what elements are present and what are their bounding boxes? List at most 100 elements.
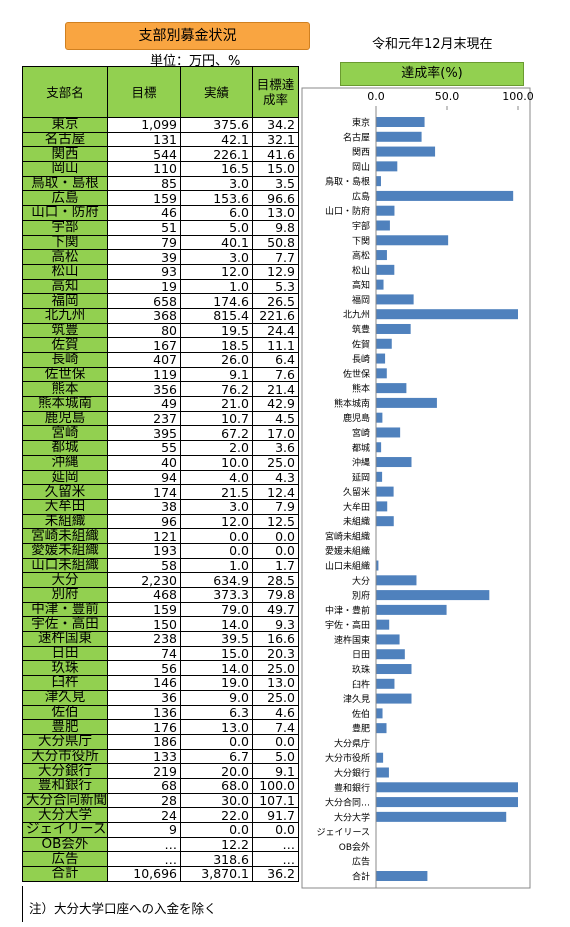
category-label: 大牟田 (343, 501, 370, 513)
row: 豊肥 176 13.0 7.4 (22, 719, 299, 735)
cell: 19 (107, 278, 181, 295)
cell: 34.2 (252, 117, 299, 133)
category-label: 佐伯 (352, 708, 370, 720)
category-label: 筑豊 (352, 323, 370, 335)
branch-name: OB会外 (22, 836, 108, 853)
category-label: 速杵国東 (334, 634, 370, 646)
cell: 26.0 (180, 352, 253, 368)
branch-name: 高松 (22, 249, 108, 265)
bar (376, 338, 392, 349)
branch-name: 鳥取・島根 (22, 175, 108, 192)
branch-name: 都城 (22, 440, 108, 456)
cell: 176 (107, 719, 181, 735)
cell: 12.0 (180, 513, 253, 530)
cell: 373.3 (180, 587, 253, 603)
category-label: 高知 (352, 279, 370, 291)
cell: 186 (107, 733, 181, 750)
cell: 11.1 (252, 337, 299, 353)
cell: 26.5 (252, 293, 299, 309)
cell: 36.2 (252, 866, 299, 882)
bar (376, 161, 398, 172)
cell: 68.0 (180, 777, 253, 794)
row: 豊和銀行 68 68.0 100.0 (22, 777, 299, 794)
cell: 4.5 (252, 410, 299, 427)
row: 大分市役所 133 6.7 5.0 (22, 748, 299, 765)
bar (376, 146, 436, 157)
category-label: 日田 (352, 650, 370, 661)
bar (376, 708, 383, 719)
branch-name: 北九州 (22, 307, 108, 324)
row: 佐世保 119 9.1 7.6 (22, 366, 299, 383)
category-label: 東京 (352, 117, 370, 129)
cell: 6.4 (252, 352, 299, 368)
category-label: 関西 (352, 147, 370, 158)
category-label: 下関 (352, 236, 370, 247)
bar (376, 871, 428, 881)
row: 高松 39 3.0 7.7 (22, 249, 299, 265)
x-tick-label: 50.0 (435, 90, 460, 103)
bar (376, 323, 411, 334)
category-label: 山口未組織 (325, 560, 370, 572)
chart-frame (301, 87, 531, 889)
bar (376, 457, 412, 468)
category-label: 宇佐・高田 (325, 619, 370, 631)
cell: 12.0 (180, 263, 253, 280)
category-label: 久留米 (343, 486, 370, 498)
cell: 39 (107, 249, 181, 265)
bar (376, 264, 395, 275)
cell: 226.1 (180, 146, 253, 163)
cell: 25.0 (252, 454, 299, 471)
cell: 13.0 (252, 675, 299, 691)
cell: 12.5 (252, 513, 299, 530)
branch-name: 佐伯 (22, 704, 108, 721)
cell: 100.0 (252, 777, 299, 794)
date: 令和元年12月末現在 (372, 37, 493, 52)
category-label: 宮崎 (352, 427, 370, 439)
category-label: 大分銀行 (334, 767, 370, 779)
cell: 12.9 (252, 263, 299, 280)
cell: 50.8 (252, 234, 299, 251)
cell: 10.7 (180, 410, 253, 427)
bar (376, 309, 518, 320)
row: 延岡 94 4.0 4.3 (22, 469, 299, 486)
cell: 356 (107, 381, 181, 398)
branch-name: 熊本 (22, 381, 108, 398)
bar (376, 117, 425, 127)
cell: 85 (107, 175, 181, 192)
row: 佐賀 167 18.5 11.1 (22, 337, 299, 353)
category-label: 津久見 (343, 693, 370, 705)
row: 宇部 51 5.0 9.8 (22, 219, 299, 236)
branch-name: ジェイリース (22, 822, 108, 838)
category-label: 福岡 (352, 294, 370, 306)
cell: 107.1 (252, 792, 299, 809)
title: 支部別募金状況 (138, 28, 237, 44)
bar (376, 205, 395, 216)
column-header: 支部名 (22, 66, 108, 118)
bar (376, 811, 507, 822)
cell: 2.0 (180, 440, 253, 456)
cell: 153.6 (180, 190, 253, 207)
category-label: 鹿児島 (343, 412, 370, 424)
category-label: 長崎 (352, 353, 370, 365)
branch-name: 佐賀 (22, 337, 108, 353)
category-label: 鳥取・島根 (325, 176, 370, 188)
row: 都城 55 2.0 3.6 (22, 440, 299, 456)
category-label: 熊本 (352, 383, 370, 395)
row: 熊本城南 49 21.0 42.9 (22, 396, 299, 412)
branch-name: 中津・豊前 (22, 601, 108, 618)
cell: 119 (107, 366, 181, 383)
branch-name: 延岡 (22, 469, 108, 486)
category-label: 佐賀 (352, 338, 370, 350)
category-label: 合計 (352, 871, 370, 883)
row: 宮崎 395 67.2 17.0 (22, 425, 299, 442)
branch-name: 広島 (22, 190, 108, 207)
row: 長崎 407 26.0 6.4 (22, 352, 299, 368)
cell: 133 (107, 748, 181, 765)
chart-title: 達成率(%) (401, 66, 463, 81)
cell: 42.9 (252, 396, 299, 412)
cell: 17.0 (252, 425, 299, 442)
category-label: 豊和銀行 (334, 782, 370, 794)
branch-name: 広告 (22, 851, 108, 868)
row: 鳥取・島根 85 3.0 3.5 (22, 175, 299, 192)
branch-name: 福岡 (22, 293, 108, 309)
